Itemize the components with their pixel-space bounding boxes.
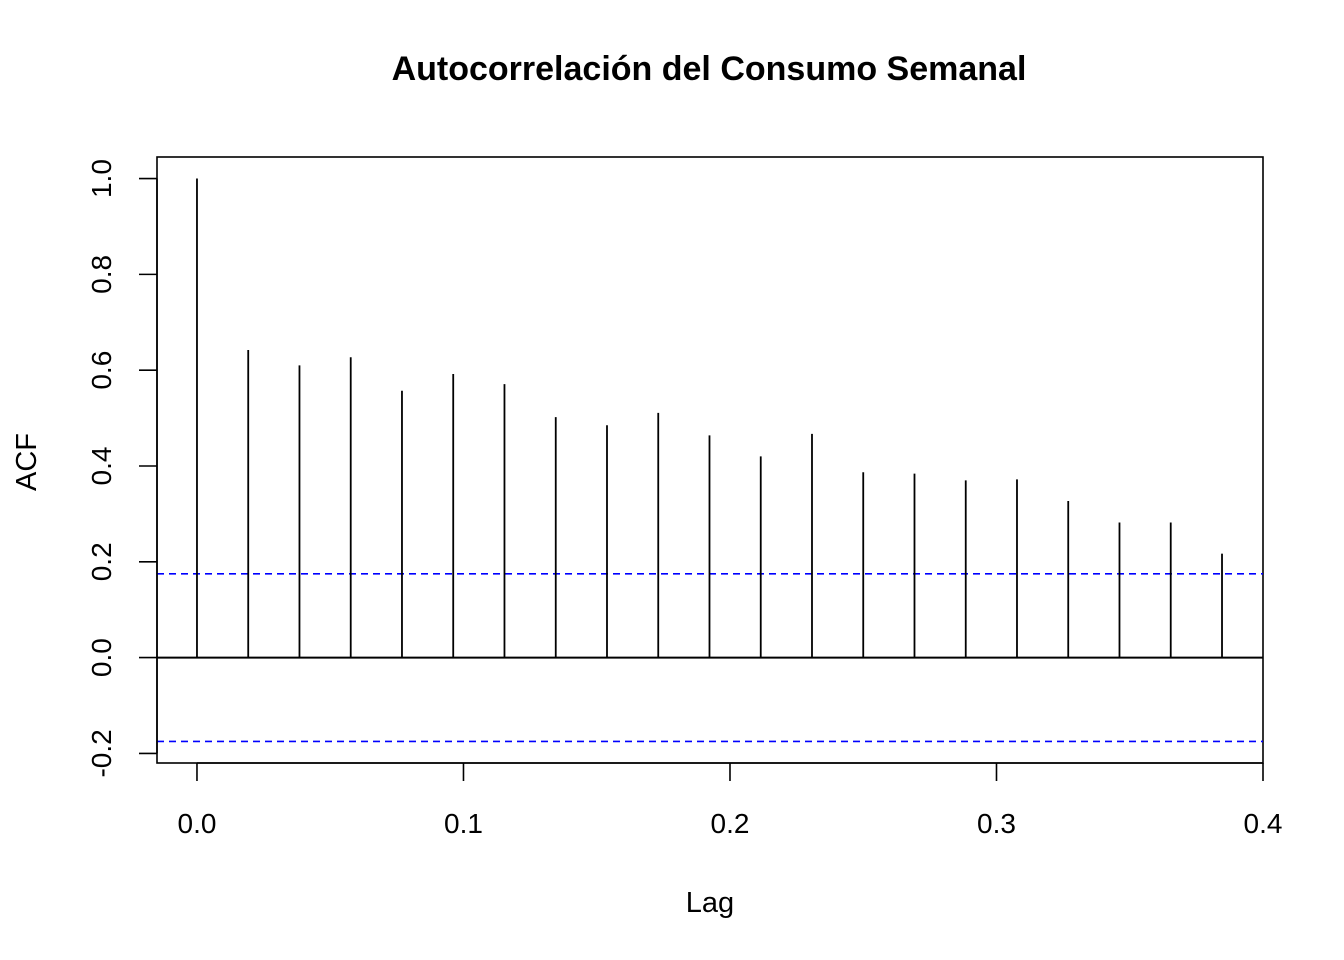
y-tick-label: 0.0 [86,638,117,677]
y-tick-label: 1.0 [86,159,117,198]
x-tick-label: 0.3 [977,808,1016,839]
y-tick-label: -0.2 [86,729,117,777]
y-tick-label: 0.6 [86,351,117,390]
x-tick-label: 0.0 [178,808,217,839]
x-tick-label: 0.2 [711,808,750,839]
x-axis-label: Lag [686,887,734,919]
y-tick-label: 0.4 [86,447,117,486]
plot-area: 0.0 0.1 0.2 0.3 0.4 -0.2 0.0 0.2 0.4 0.6 0.8 1.0 [86,156,1283,839]
x-tick-label: 0.4 [1244,808,1283,839]
y-tick-label: 0.8 [86,255,117,294]
y-axis-label: ACF [11,433,43,491]
y-tick-label: 0.2 [86,542,117,581]
chart-title: Autocorrelación del Consumo Semanal [392,50,1027,88]
x-tick-label: 0.1 [444,808,483,839]
